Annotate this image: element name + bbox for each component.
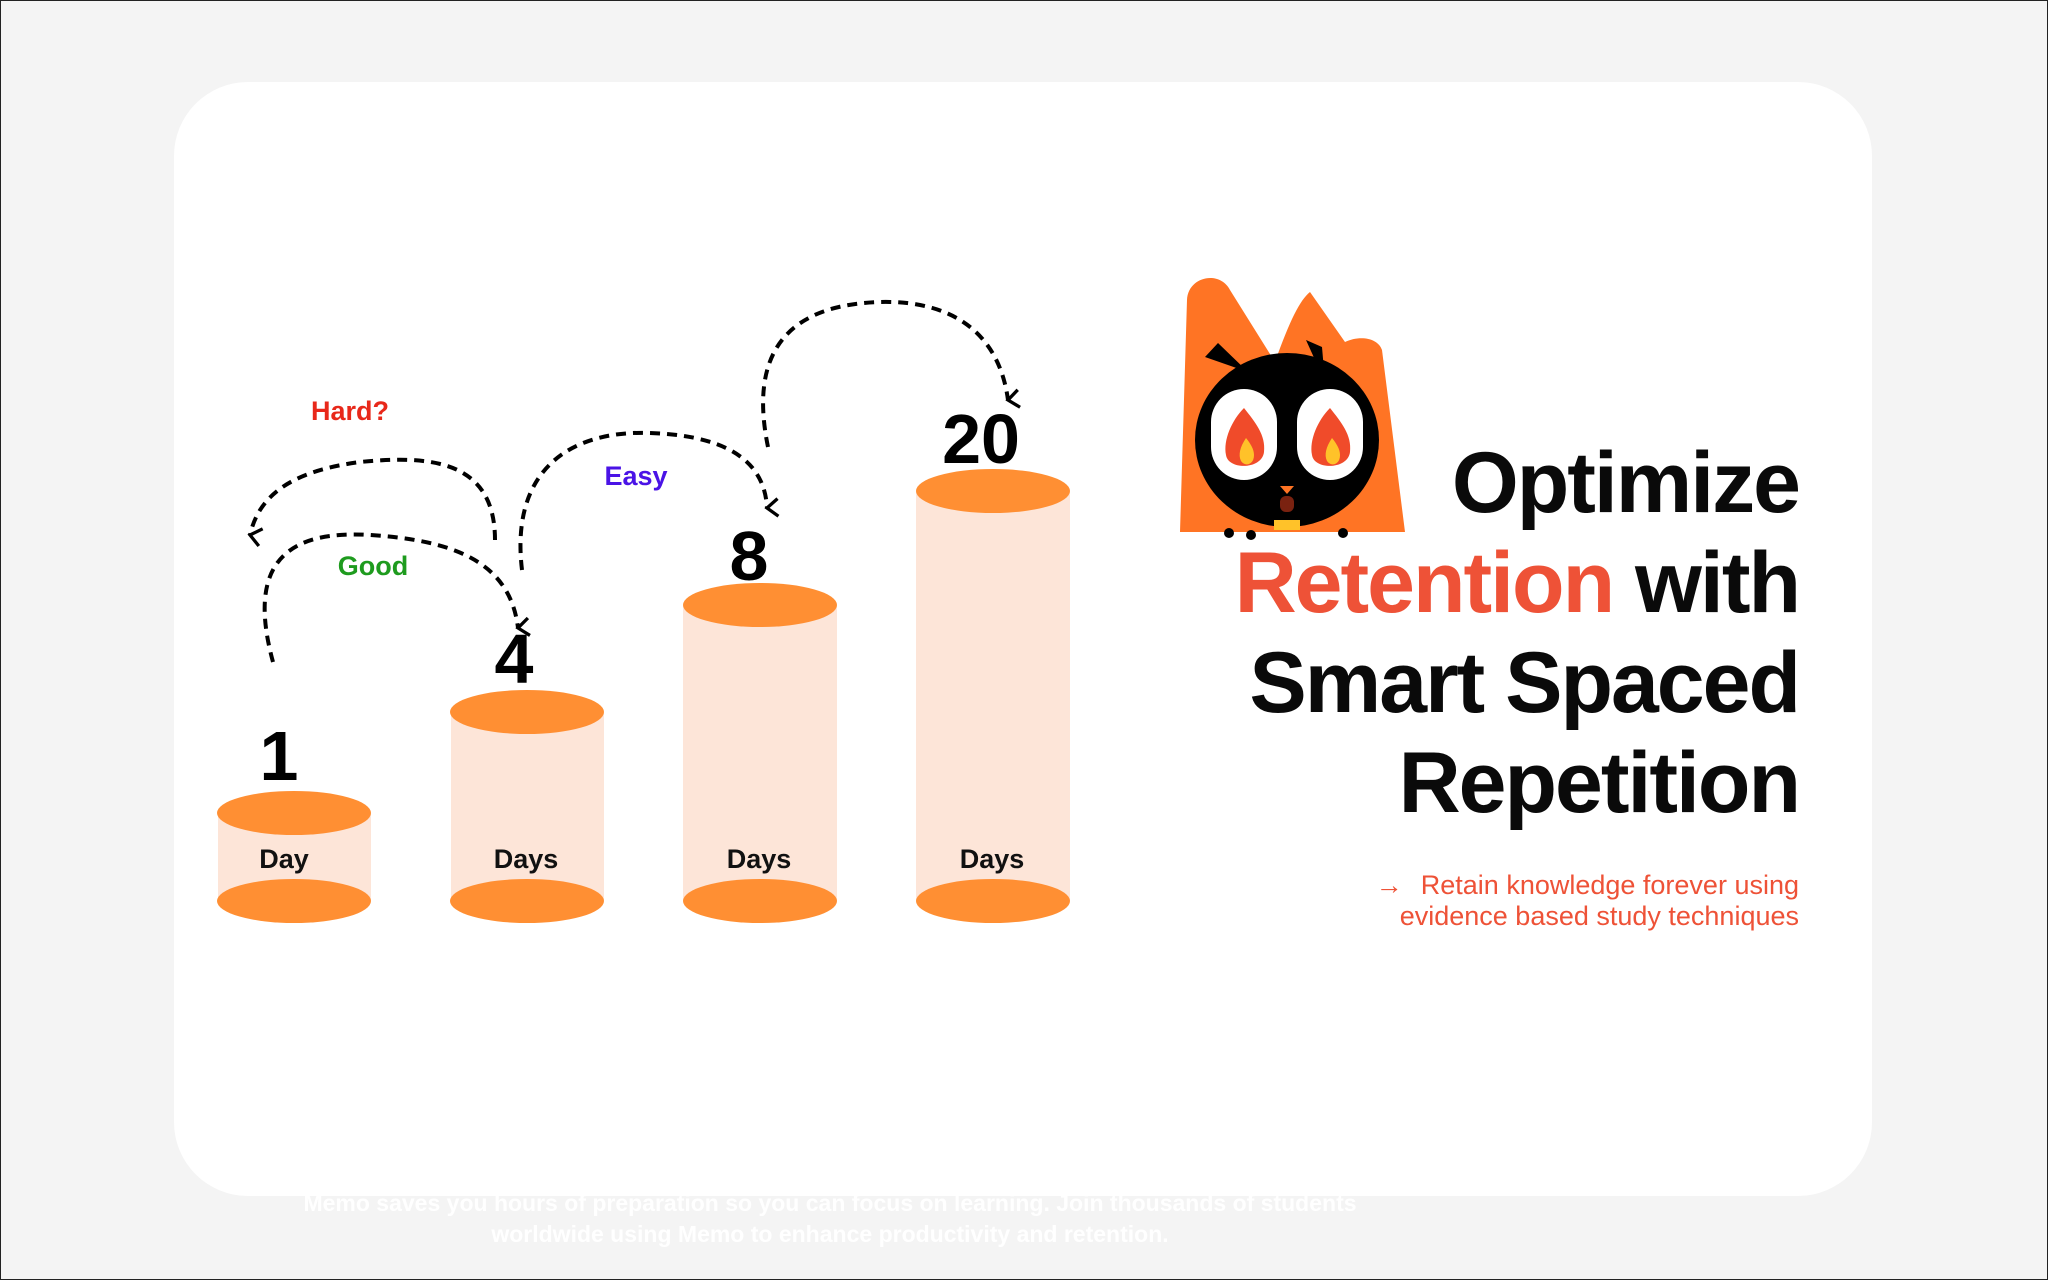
- headline-part-2: with: [1635, 535, 1801, 631]
- cylinder-base: [916, 879, 1070, 923]
- good-label: Good: [338, 551, 408, 581]
- flame-cat-mascot-icon: [1180, 277, 1405, 540]
- cylinder-2: [450, 690, 604, 923]
- cylinder-3: [683, 583, 837, 923]
- cylinder-top: [450, 690, 604, 734]
- subheadline-line-1: Retain knowledge forever using: [1420, 870, 1799, 900]
- step-4-number: 20: [942, 400, 1020, 478]
- cylinder-body: [683, 605, 837, 901]
- arrow-right-icon: →: [1375, 870, 1403, 900]
- step-4-unit: Days: [960, 844, 1025, 874]
- step-3-unit: Days: [727, 844, 792, 874]
- step-1-number: 1: [260, 717, 299, 795]
- headline: Optimize Retention with Smart Spaced Rep…: [1039, 433, 1801, 833]
- headline-accent: Retention: [1234, 535, 1616, 631]
- cylinder-top: [683, 583, 837, 627]
- cylinder-top: [217, 791, 371, 835]
- subheadline-line-2: evidence based study techniques: [1399, 901, 1799, 931]
- easy-label: Easy: [604, 461, 667, 491]
- good-arrow: [262, 532, 531, 663]
- cylinder-base: [217, 879, 371, 923]
- step-1-unit: Day: [259, 844, 309, 874]
- step-2-number: 4: [495, 620, 534, 698]
- footer-bold-2: productivity and retention: [878, 1221, 1163, 1247]
- headline-part-4: Repetition: [1398, 735, 1801, 831]
- subheadline: → Retain knowledge forever using evidence…: [1239, 870, 1799, 932]
- cylinder-body: [451, 712, 604, 901]
- cylinder-4: [916, 469, 1070, 923]
- long-interval-arrow: [761, 299, 1021, 448]
- cylinder-top: [916, 469, 1070, 513]
- footer-text-3: worldwide using Memo to enhance: [491, 1221, 879, 1247]
- step-2-unit: Days: [494, 844, 559, 874]
- headline-part-3: Smart Spaced: [1249, 635, 1801, 731]
- hard-arrow: [247, 457, 497, 548]
- footer-text-4: .: [1162, 1221, 1169, 1247]
- headline-part-1: Optimize: [1451, 435, 1801, 531]
- easy-arrow: [518, 430, 780, 571]
- step-3-number: 8: [730, 517, 769, 595]
- cylinder-body: [916, 491, 1070, 901]
- hard-label: Hard?: [311, 396, 389, 426]
- cylinder-1: [217, 791, 371, 923]
- cylinder-base: [450, 879, 604, 923]
- cylinder-base: [683, 879, 837, 923]
